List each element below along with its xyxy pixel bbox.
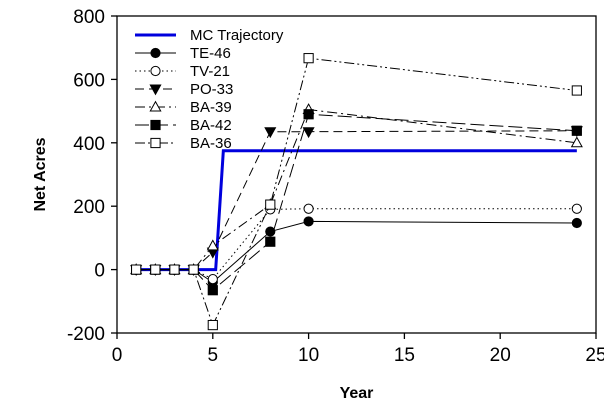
series-mc-trajectory xyxy=(136,149,577,272)
data-point xyxy=(131,264,142,275)
legend-label: PO-33 xyxy=(190,81,233,98)
legend-marker xyxy=(150,119,161,131)
data-point xyxy=(150,264,161,275)
data-point xyxy=(265,226,276,237)
legend-label: TE-46 xyxy=(190,45,231,62)
x-tick-label: 25 xyxy=(585,345,604,366)
x-tick-label: 20 xyxy=(490,345,511,366)
y-tick-label: 800 xyxy=(73,7,105,28)
series-line-te-46 xyxy=(136,220,577,283)
plot-frame xyxy=(116,15,597,334)
legend-marker xyxy=(150,137,161,149)
series-line-ba-36 xyxy=(136,57,577,327)
series-tv-21 xyxy=(131,203,582,285)
series-te-46 xyxy=(131,216,582,288)
series-line-mc-trajectory xyxy=(136,149,577,272)
series-layer xyxy=(130,53,583,331)
legend-label: BA-36 xyxy=(190,135,232,152)
y-axis-title: Net Acres xyxy=(32,137,49,211)
legend-item-ba-39: BA-39 xyxy=(135,99,232,116)
data-point xyxy=(302,127,315,139)
x-axis-title: Year xyxy=(340,385,374,402)
legend-marker xyxy=(150,47,161,59)
data-point xyxy=(207,285,218,296)
legend-label: BA-42 xyxy=(190,117,232,134)
data-point xyxy=(571,85,582,96)
data-point xyxy=(570,136,583,148)
data-point xyxy=(571,217,582,229)
y-tick-label: 400 xyxy=(73,134,105,155)
legend-item-po-33: PO-33 xyxy=(135,81,233,98)
data-point xyxy=(207,274,218,285)
x-tick-label: 15 xyxy=(394,345,415,366)
data-point xyxy=(188,264,199,275)
data-point xyxy=(207,319,218,331)
data-point xyxy=(303,53,314,64)
y-tick-label: 200 xyxy=(73,197,105,218)
legend: MC TrajectoryTE-46TV-21PO-33BA-39BA-42BA… xyxy=(135,27,284,152)
y-tick-label: 0 xyxy=(94,261,105,282)
data-point xyxy=(303,216,314,227)
data-point xyxy=(265,236,276,247)
series-line-tv-21 xyxy=(136,208,577,280)
x-tick-label: 0 xyxy=(112,345,123,366)
data-point xyxy=(303,203,314,214)
legend-item-ba-42: BA-42 xyxy=(135,117,232,134)
data-point xyxy=(571,203,582,214)
legend-label: BA-39 xyxy=(190,99,232,116)
data-point xyxy=(265,199,276,210)
series-ba-36 xyxy=(131,53,582,331)
y-tick-label: -200 xyxy=(67,324,105,345)
x-tick-label: 10 xyxy=(298,345,319,366)
legend-item-mc-trajectory: MC Trajectory xyxy=(135,27,284,44)
legend-item-ba-36: BA-36 xyxy=(135,135,232,152)
data-point xyxy=(303,109,314,120)
data-point xyxy=(571,125,582,136)
data-point xyxy=(169,264,180,275)
legend-label: MC Trajectory xyxy=(190,27,284,44)
x-tick-label: 5 xyxy=(208,345,219,366)
y-tick-label: 600 xyxy=(73,70,105,91)
plot-area: 0 5 10 15 20 25 -200 0 200 400 600 800 xyxy=(67,7,604,366)
legend-marker xyxy=(149,84,162,96)
legend-marker xyxy=(149,100,162,112)
legend-label: TV-21 xyxy=(190,63,230,80)
data-point xyxy=(206,239,219,251)
legend-marker xyxy=(150,65,161,77)
data-point xyxy=(264,127,277,139)
legend-item-te-46: TE-46 xyxy=(135,45,231,62)
legend-item-tv-21: TV-21 xyxy=(135,63,230,80)
